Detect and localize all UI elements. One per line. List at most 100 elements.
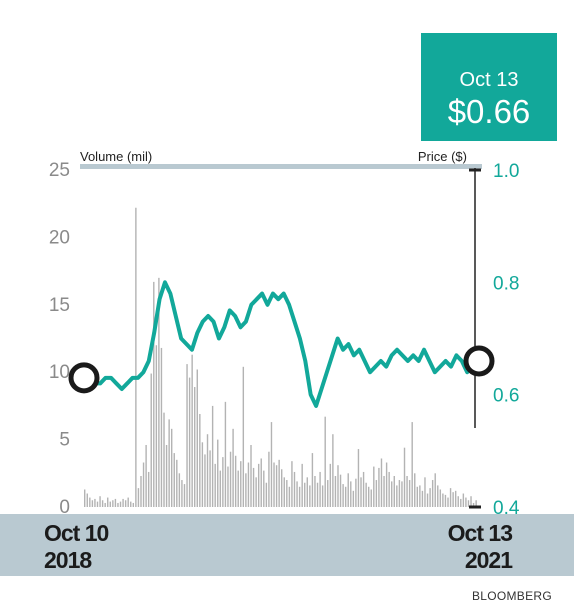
volume-bar [232,428,234,507]
volume-bar [388,471,390,507]
volume-bar [140,476,142,507]
volume-bar [199,413,201,507]
volume-bar [286,480,288,507]
volume-bar [334,476,337,507]
x-label-end: Oct 13 2021 [447,520,513,574]
volume-bar [186,364,188,507]
volume-bar [150,373,152,507]
volume-bar [104,502,106,507]
volume-bar [204,454,206,507]
volume-bar [431,480,434,507]
volume-bar [250,444,252,507]
volume-bar [178,473,181,507]
volume-bar [357,449,360,507]
volume-bar [375,480,378,507]
price-tick-label: 1.0 [493,161,519,182]
volume-bar [263,470,265,507]
volume-tick-label: 0 [59,497,70,518]
volume-bar [183,484,186,507]
volume-bar [475,500,477,507]
volume-bar [403,447,406,507]
volume-bar [107,497,109,507]
volume-bar [275,465,278,507]
volume-bar [117,502,119,507]
axis-header-bar [80,164,482,169]
price-tick-label: 0.8 [493,273,519,294]
volume-bar [311,453,314,507]
volume-bar [170,428,173,507]
volume-bar [268,451,270,507]
volume-tick-label: 5 [59,430,70,451]
volume-bar [316,482,319,507]
volume-bar [437,485,439,507]
volume-bar [319,471,321,507]
volume-tick-label: 25 [49,160,70,181]
volume-bar [408,480,411,507]
price-tick-label: 0.6 [493,386,519,407]
volume-bar [314,476,316,507]
volume-bar [227,466,229,507]
volume-bar [457,496,459,507]
volume-bar [132,502,135,507]
price-tick-label: 0.4 [493,498,520,519]
volume-bar [273,462,275,507]
volume-bar [454,490,457,507]
volume-bar [421,490,424,507]
volume-bar [137,488,140,507]
volume-bar [176,459,178,507]
volume-bar [196,369,198,507]
volume-bar [426,493,429,507]
volume-bar [332,434,334,507]
volume-tick-label: 10 [49,362,70,383]
volume-bar [191,354,193,507]
volume-bar [327,480,329,507]
volume-bar [160,347,163,507]
volume-bar [245,473,247,507]
price-line [82,280,480,408]
volume-bar [288,486,291,507]
volume-bar [465,497,467,507]
x-label-start-date: Oct 10 [44,520,109,546]
volume-bar [419,485,421,507]
volume-axis-title: Volume (mil) [80,149,152,164]
volume-bar [270,422,273,507]
volume-bar [467,500,470,507]
volume-bar [291,461,293,507]
volume-bar [355,478,357,507]
volume-bar [96,501,99,507]
volume-bar [301,463,303,507]
volume-bar [472,502,475,507]
volume-bar [155,345,158,507]
volume-bar [452,492,454,507]
volume-bar [416,486,419,507]
end-price-marker [463,345,495,377]
volume-bar [296,481,298,507]
volume-bar [109,501,111,507]
volume-bar [347,473,349,507]
x-label-end-date: Oct 13 [447,520,513,546]
volume-bar [344,486,347,507]
volume-bar [219,470,222,507]
volume-bar [278,459,280,507]
latest-price-callout: Oct 13 $0.66 [421,33,557,141]
volume-bar [378,467,380,507]
x-axis-band [0,514,574,576]
volume-bar [401,481,403,507]
volume-bar [470,496,472,507]
volume-bar [298,486,301,507]
volume-bar [206,434,209,507]
volume-bar [281,469,283,507]
volume-bar [147,471,150,507]
volume-tick-label: 20 [49,227,70,248]
source-label: BLOOMBERG [471,589,552,603]
volume-bar [158,277,160,507]
volume-bar [237,470,239,507]
volume-bar [99,496,101,507]
volume-bar [460,498,462,507]
volume-bar [188,377,191,507]
volume-bar [234,455,237,507]
volume-bar [222,457,224,507]
volume-bar [145,444,147,507]
x-label-start: Oct 10 2018 [44,520,109,574]
